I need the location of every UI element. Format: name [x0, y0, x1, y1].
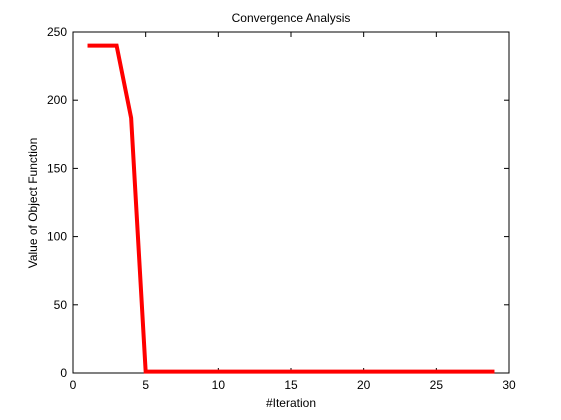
y-tick-label: 100 [47, 230, 67, 244]
x-tick-label: 0 [70, 378, 77, 392]
x-axis-label: #Iteration [266, 396, 316, 410]
y-tick-label: 0 [60, 366, 67, 380]
y-tick-label: 250 [47, 25, 67, 39]
x-tick-label: 5 [142, 378, 149, 392]
chart-title: Convergence Analysis [232, 11, 351, 25]
x-tick-label: 30 [502, 378, 516, 392]
x-tick-label: 20 [357, 378, 371, 392]
y-tick-label: 150 [47, 161, 67, 175]
x-tick-label: 10 [212, 378, 226, 392]
y-axis-label: Value of Object Function [26, 138, 40, 269]
x-tick-label: 25 [430, 378, 444, 392]
plot-area [73, 32, 509, 373]
y-tick-label: 50 [54, 298, 68, 312]
y-tick-label: 200 [47, 93, 67, 107]
x-tick-label: 15 [284, 378, 298, 392]
